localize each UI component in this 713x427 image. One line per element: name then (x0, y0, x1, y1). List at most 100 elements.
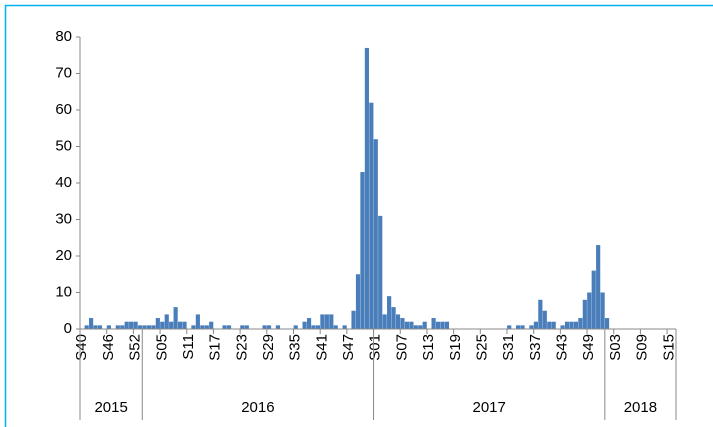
bar (204, 325, 209, 329)
bar (400, 318, 405, 329)
x-tick-label: S35 (287, 334, 304, 361)
bar (387, 296, 392, 329)
bar (596, 245, 601, 329)
bar (164, 314, 169, 329)
bar (320, 314, 325, 329)
bar (369, 102, 374, 329)
y-tick-label: 40 (55, 174, 72, 191)
y-tick-label: 30 (55, 210, 72, 227)
bar (302, 321, 307, 329)
bar (146, 325, 152, 329)
bar (364, 47, 369, 329)
bar (177, 321, 183, 329)
bar (444, 321, 450, 329)
chart-frame (4, 4, 713, 427)
bar (129, 321, 134, 329)
bar (533, 321, 538, 329)
bar (538, 299, 543, 329)
bar (169, 321, 174, 329)
bar (151, 325, 156, 329)
x-tick-label: S23 (233, 334, 250, 361)
bar (560, 325, 565, 329)
bar (547, 321, 552, 329)
x-tick-label: S13 (420, 334, 437, 361)
bar (115, 325, 120, 329)
x-tick-label: S17 (207, 334, 224, 361)
bar (275, 325, 281, 329)
group-label: 2016 (241, 399, 274, 416)
x-tick-label: S11 (180, 334, 197, 360)
bar (182, 321, 187, 329)
bar (587, 292, 592, 329)
bar (222, 325, 227, 329)
bar (360, 172, 365, 329)
x-tick-label: S29 (260, 334, 277, 361)
group-label: 2015 (94, 399, 127, 416)
x-tick-label: S40 (73, 334, 90, 361)
bar (244, 325, 249, 329)
x-tick-label: S49 (580, 334, 597, 361)
bar (191, 325, 196, 329)
bar (582, 299, 587, 329)
bar (160, 321, 165, 329)
bar (395, 314, 401, 329)
x-tick-label: S46 (100, 334, 117, 361)
bar (240, 325, 245, 329)
bar (382, 314, 387, 329)
y-tick-label: 0 (64, 320, 72, 337)
bar (435, 321, 441, 329)
bar (266, 325, 272, 329)
x-tick-label: S07 (393, 334, 410, 361)
bar (440, 321, 445, 329)
x-tick-label: S01 (367, 334, 384, 361)
bar (209, 321, 214, 329)
bar (591, 270, 596, 329)
bar (378, 215, 383, 329)
y-tick-label: 60 (55, 101, 72, 118)
bar (529, 325, 534, 329)
y-tick-label: 10 (55, 283, 72, 300)
x-tick-label: S15 (660, 334, 677, 361)
bar (311, 325, 316, 329)
x-tick-label: S25 (473, 334, 490, 361)
bar (431, 318, 436, 329)
bar (137, 325, 143, 329)
y-tick-label: 80 (55, 28, 72, 45)
x-tick-label: S41 (313, 334, 330, 361)
x-tick-label: S19 (447, 334, 464, 361)
bar (551, 321, 556, 329)
bar (404, 321, 410, 329)
bar (324, 314, 329, 329)
x-tick-label: S43 (554, 334, 571, 361)
y-tick-label: 50 (55, 137, 72, 154)
bar (391, 307, 396, 329)
bar (600, 292, 605, 329)
bar (507, 325, 512, 329)
y-tick-label: 20 (55, 247, 72, 264)
bar (195, 314, 200, 329)
x-tick-label: S31 (500, 334, 517, 361)
bar (262, 325, 267, 329)
group-label: 2018 (624, 399, 657, 416)
bar (200, 325, 205, 329)
bar (89, 318, 94, 329)
bar (173, 307, 178, 329)
bar (155, 318, 160, 329)
bar (120, 325, 125, 329)
bar (351, 310, 356, 329)
bar (418, 325, 423, 329)
x-tick-label: S05 (153, 334, 170, 361)
bar (342, 325, 347, 329)
bar (84, 325, 89, 329)
bar (142, 325, 147, 329)
group-label: 2017 (473, 399, 506, 416)
bar (409, 321, 414, 329)
bar (604, 318, 610, 329)
x-tick-label: S09 (634, 334, 651, 361)
bar (516, 325, 521, 329)
y-tick-label: 70 (55, 64, 72, 81)
x-tick-label: S03 (607, 334, 624, 361)
bar (520, 325, 525, 329)
